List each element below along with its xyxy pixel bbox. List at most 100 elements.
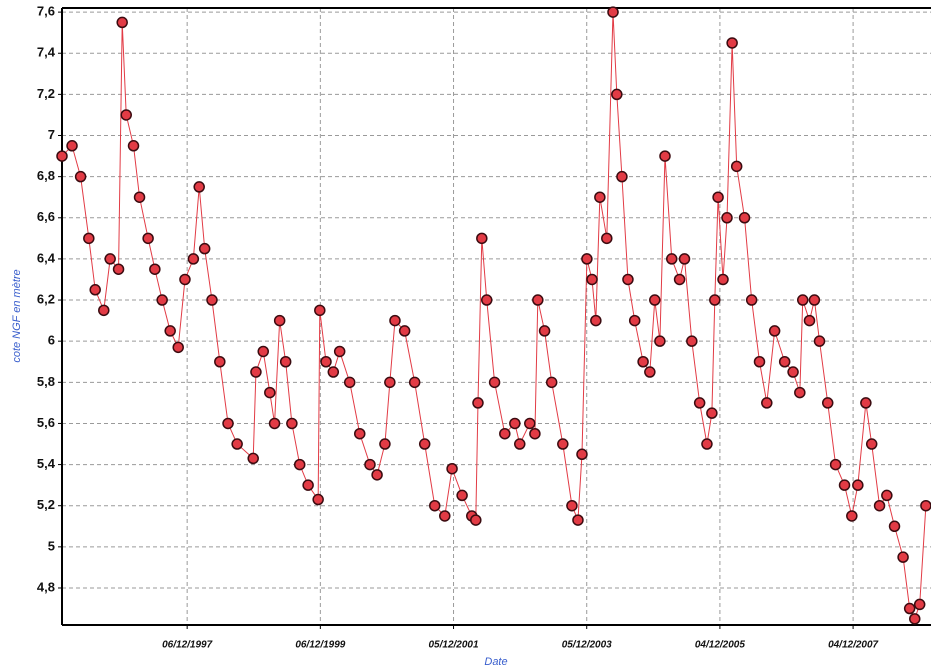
y-tick-label: 7,2 <box>37 86 55 101</box>
marker <box>920 499 931 512</box>
marker <box>730 160 743 173</box>
marker <box>761 397 773 409</box>
marker <box>250 366 262 378</box>
marker <box>472 397 484 409</box>
marker <box>488 376 501 389</box>
marker <box>343 376 356 389</box>
marker <box>808 294 821 306</box>
marker <box>721 212 733 224</box>
marker <box>566 499 578 512</box>
marker <box>480 294 493 306</box>
marker <box>98 304 110 317</box>
marker <box>476 232 488 245</box>
marker <box>796 294 809 306</box>
marker <box>709 294 721 306</box>
y-axis-label: cote NGF en mètre <box>11 269 23 362</box>
marker <box>293 458 306 471</box>
marker <box>745 294 758 306</box>
marker <box>673 273 686 286</box>
marker <box>302 479 314 491</box>
marker <box>649 294 661 306</box>
marker <box>838 479 851 491</box>
marker <box>247 452 259 465</box>
marker <box>888 520 901 533</box>
marker <box>654 335 666 347</box>
marker <box>509 417 521 430</box>
marker <box>852 479 864 491</box>
marker <box>364 458 376 471</box>
marker <box>611 88 623 101</box>
marker <box>222 417 234 430</box>
marker <box>594 191 606 203</box>
marker <box>389 314 401 327</box>
marker <box>753 355 766 368</box>
marker <box>446 462 458 475</box>
marker <box>768 325 781 337</box>
marker <box>538 325 551 337</box>
marker <box>456 489 468 502</box>
marker <box>354 427 366 440</box>
marker <box>264 386 276 399</box>
marker <box>659 150 671 162</box>
marker <box>778 355 791 368</box>
marker <box>89 284 101 296</box>
series <box>56 6 931 625</box>
marker <box>637 355 649 368</box>
marker <box>279 355 292 368</box>
marker <box>590 314 602 327</box>
marker <box>116 16 128 29</box>
marker <box>693 397 706 409</box>
marker <box>273 314 286 327</box>
marker <box>142 232 154 245</box>
y-tick-label: 6,4 <box>37 250 56 265</box>
marker <box>312 493 324 506</box>
marker <box>581 253 593 265</box>
marker <box>418 438 431 450</box>
y-tick-label: 6,6 <box>37 209 55 224</box>
marker <box>873 499 886 512</box>
marker <box>897 551 909 563</box>
marker <box>821 397 834 409</box>
marker <box>74 170 87 183</box>
y-tick-label: 7 <box>48 127 55 142</box>
marker <box>829 458 842 471</box>
x-tick-label: 05/12/2003 <box>562 640 612 651</box>
x-tick-label: 04/12/2005 <box>695 640 745 651</box>
marker <box>678 253 691 265</box>
marker <box>524 417 536 430</box>
y-tick-label: 6 <box>48 333 55 348</box>
marker <box>499 427 511 440</box>
y-tick-label: 6,2 <box>37 291 55 306</box>
marker <box>572 514 584 526</box>
marker <box>576 448 588 461</box>
marker <box>557 438 569 450</box>
marker <box>66 140 78 152</box>
marker <box>120 109 132 121</box>
marker <box>913 598 926 611</box>
x-tick-label: 04/12/2007 <box>828 640 878 651</box>
marker <box>532 294 544 306</box>
y-tick-label: 7,6 <box>37 4 55 19</box>
marker <box>738 212 751 224</box>
marker <box>813 335 826 347</box>
marker <box>644 366 656 378</box>
marker <box>327 366 340 378</box>
marker <box>314 304 326 317</box>
marker <box>903 602 916 615</box>
marker <box>794 386 806 399</box>
marker <box>529 427 541 440</box>
marker <box>665 253 678 265</box>
marker <box>586 273 598 286</box>
marker <box>686 335 698 347</box>
marker <box>607 6 619 18</box>
marker <box>909 613 921 625</box>
marker <box>881 489 893 502</box>
marker <box>545 376 558 389</box>
marker <box>104 253 116 265</box>
marker <box>333 345 346 358</box>
x-tick-label: 06/12/1997 <box>162 640 212 651</box>
marker <box>514 438 526 450</box>
marker <box>206 294 218 306</box>
marker <box>860 397 872 409</box>
marker <box>846 510 858 522</box>
